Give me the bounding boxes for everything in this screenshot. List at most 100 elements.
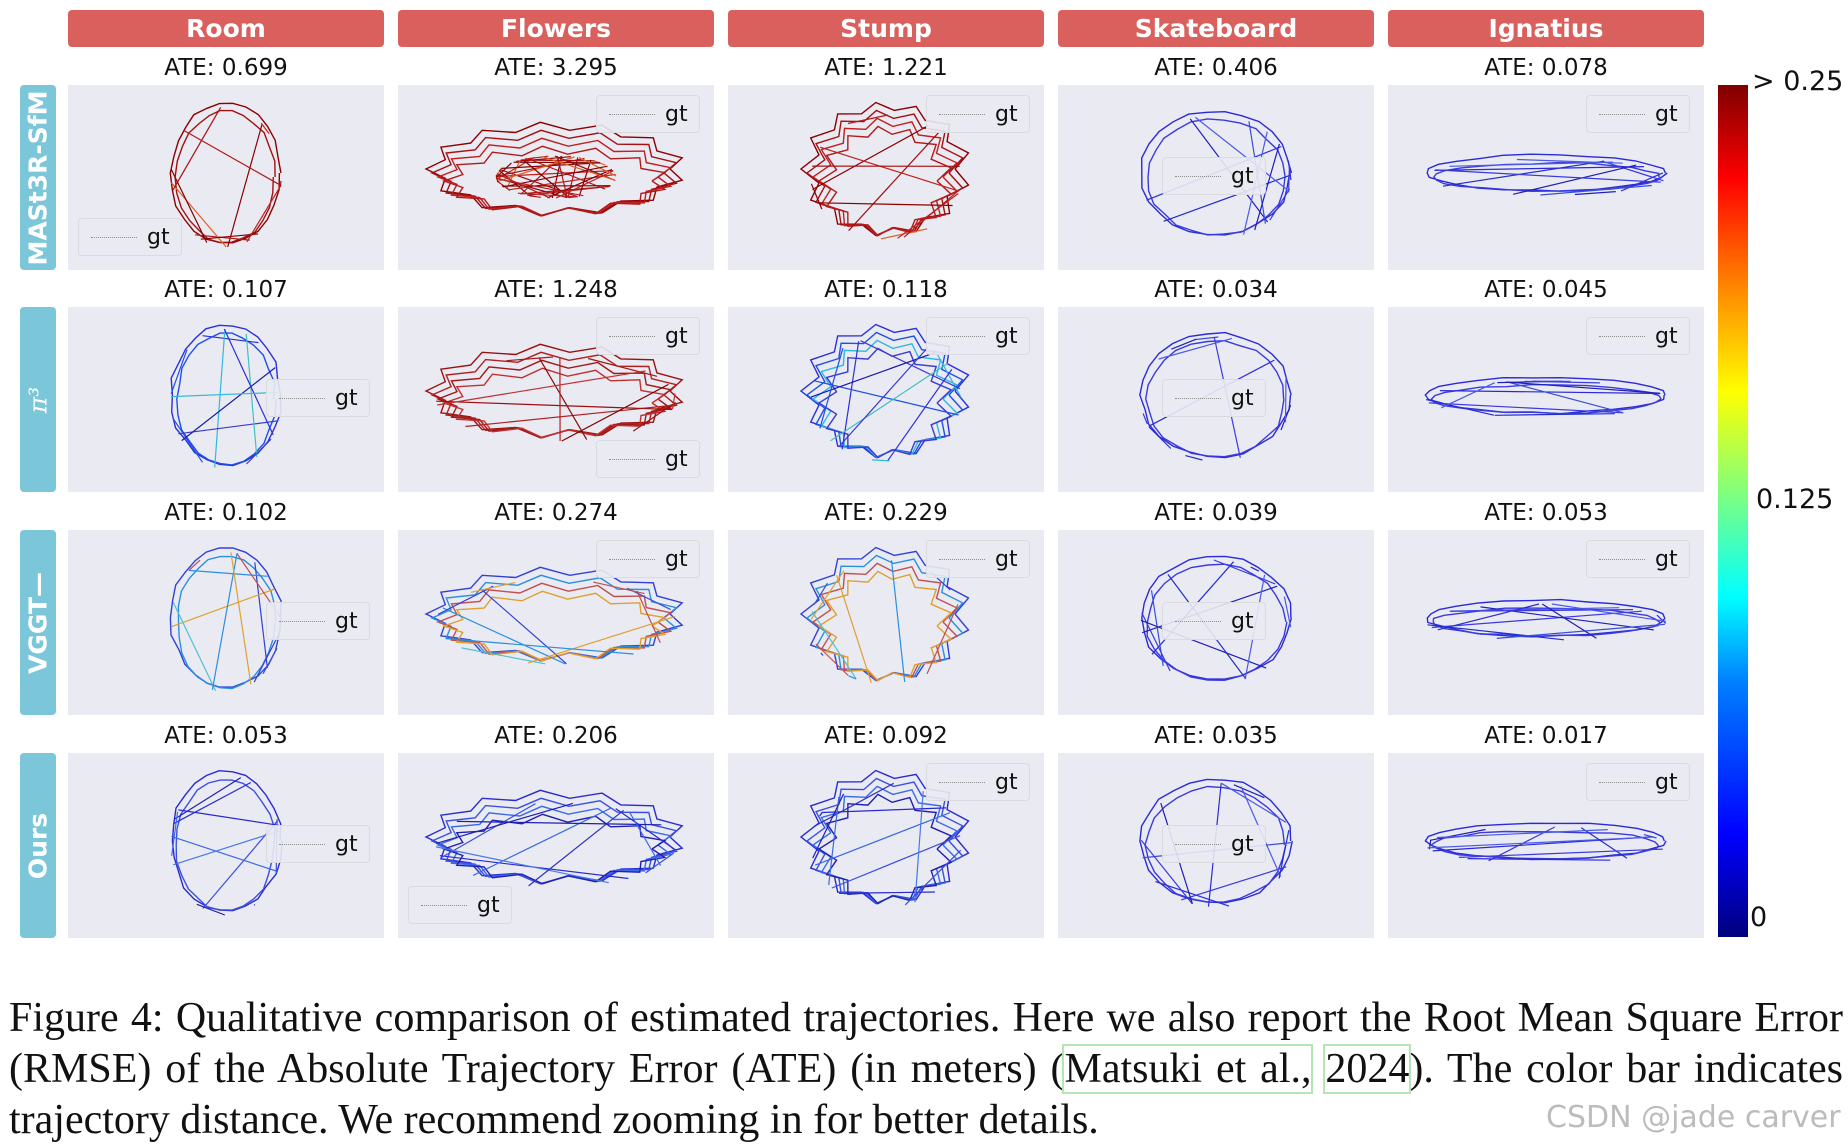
trajectory-plot-ignatius: gt bbox=[1388, 85, 1704, 270]
trajectory-segment bbox=[848, 675, 857, 680]
trajectory-plot-stump: gt bbox=[728, 85, 1044, 270]
row-label-pi3: π³ bbox=[20, 307, 56, 492]
trajectory-segment bbox=[254, 562, 268, 669]
legend-line-swatch bbox=[609, 559, 655, 560]
trajectory-segment bbox=[529, 195, 541, 198]
trajectory-segment bbox=[1428, 402, 1624, 414]
row-label-text: VGGT— bbox=[23, 571, 53, 674]
trajectory-segment bbox=[1507, 381, 1624, 414]
col-header-room: Room bbox=[68, 10, 384, 47]
trajectory-loop bbox=[817, 793, 953, 905]
ate-label-skateboard: ATE: 0.035 bbox=[1154, 723, 1278, 749]
trajectory-segment bbox=[1494, 413, 1615, 416]
ate-label-flowers: ATE: 1.248 bbox=[494, 277, 618, 303]
trajectory-segment bbox=[1574, 191, 1616, 196]
legend-text: gt bbox=[1231, 609, 1254, 634]
ate-label-stump: ATE: 0.118 bbox=[824, 277, 948, 303]
trajectory-segment bbox=[1283, 596, 1292, 628]
trajectory-segment bbox=[812, 125, 929, 191]
trajectory-segment bbox=[1269, 188, 1291, 221]
trajectory-segment bbox=[480, 588, 567, 665]
trajectory-segment bbox=[227, 123, 263, 248]
trajectory-svg bbox=[1424, 822, 1667, 862]
trajectory-segment bbox=[1436, 829, 1608, 839]
trajectory-segment bbox=[1213, 559, 1276, 585]
trajectory-segment bbox=[260, 122, 270, 135]
trajectory-plot-skateboard: gt bbox=[1058, 307, 1374, 492]
legend-gt: gt bbox=[1586, 95, 1690, 133]
trajectory-loop bbox=[799, 323, 970, 459]
legend-text: gt bbox=[335, 609, 358, 634]
legend-gt: gt bbox=[596, 440, 700, 478]
trajectory-segment bbox=[472, 807, 612, 876]
trajectory-segment bbox=[1142, 413, 1148, 425]
row-label-text: π³ bbox=[23, 386, 53, 413]
trajectory-segment bbox=[904, 849, 962, 906]
trajectory-svg bbox=[799, 101, 970, 240]
trajectory-segment bbox=[1496, 623, 1666, 639]
col-header-flowers: Flowers bbox=[398, 10, 714, 47]
trajectory-loop bbox=[1426, 598, 1666, 638]
trajectory-segment bbox=[1440, 382, 1495, 409]
trajectory-plot-ignatius: gt bbox=[1388, 530, 1704, 715]
ate-label-ignatius: ATE: 0.045 bbox=[1484, 277, 1608, 303]
trajectory-segment bbox=[435, 846, 609, 884]
trajectory-svg bbox=[799, 769, 970, 906]
trajectory-svg bbox=[171, 769, 283, 916]
trajectory-segment bbox=[173, 781, 252, 825]
legend-text: gt bbox=[1231, 832, 1254, 857]
trajectory-segment bbox=[587, 357, 658, 377]
trajectory-plot-skateboard: gt bbox=[1058, 85, 1374, 270]
trajectory-plot-ignatius: gt bbox=[1388, 753, 1704, 938]
legend-text: gt bbox=[995, 324, 1018, 349]
ate-label-room: ATE: 0.699 bbox=[164, 55, 288, 81]
legend-text: gt bbox=[477, 893, 500, 918]
ate-label-flowers: ATE: 0.206 bbox=[494, 723, 618, 749]
citation-author-link[interactable]: Matsuki et al., bbox=[1062, 1044, 1314, 1094]
trajectory-segment bbox=[246, 185, 282, 243]
citation-year-link[interactable]: 2024 bbox=[1323, 1044, 1412, 1094]
trajectory-segment bbox=[628, 811, 662, 866]
row-label-text: Ours bbox=[23, 812, 53, 879]
legend-line-swatch bbox=[1175, 621, 1221, 622]
trajectory-segment bbox=[1233, 784, 1265, 799]
trajectory-loop bbox=[811, 339, 959, 459]
legend-line-swatch bbox=[939, 114, 985, 115]
trajectory-segment bbox=[847, 114, 889, 125]
trajectory-segment bbox=[442, 607, 566, 665]
trajectory-segment bbox=[820, 146, 960, 192]
trajectory-segment bbox=[214, 328, 226, 468]
legend-text: gt bbox=[995, 547, 1018, 572]
trajectory-segment bbox=[461, 647, 546, 665]
trajectory-svg bbox=[1424, 376, 1666, 416]
trajectory-plot-flowers: gt bbox=[398, 530, 714, 715]
trajectory-segment bbox=[593, 581, 645, 595]
trajectory-segment bbox=[872, 459, 890, 462]
trajectory-segment bbox=[253, 904, 256, 906]
legend-text: gt bbox=[335, 832, 358, 857]
trajectory-segment bbox=[1435, 169, 1661, 183]
error-colorbar bbox=[1718, 85, 1748, 937]
legend-gt: gt bbox=[1162, 379, 1266, 417]
trajectory-segment bbox=[200, 233, 259, 240]
legend-text: gt bbox=[1655, 547, 1678, 572]
legend-text: gt bbox=[995, 102, 1018, 127]
trajectory-segment bbox=[926, 604, 959, 675]
trajectory-segment bbox=[828, 796, 840, 886]
legend-gt: gt bbox=[1162, 602, 1266, 640]
trajectory-segment bbox=[223, 328, 274, 436]
trajectory-segment bbox=[1148, 426, 1172, 449]
trajectory-segment bbox=[839, 891, 935, 894]
trajectory-loop bbox=[175, 779, 276, 911]
legend-line-swatch bbox=[1175, 398, 1221, 399]
trajectory-plot-stump: gt bbox=[728, 530, 1044, 715]
colorbar-mid-label: 0.125 bbox=[1756, 484, 1834, 515]
trajectory-segment bbox=[170, 588, 275, 628]
trajectory-svg bbox=[169, 102, 282, 248]
trajectory-segment bbox=[538, 357, 588, 440]
trajectory-segment bbox=[1425, 399, 1495, 416]
ate-label-room: ATE: 0.107 bbox=[164, 277, 288, 303]
trajectory-segment bbox=[171, 835, 278, 872]
trajectory-loop bbox=[436, 805, 673, 885]
trajectory-segment bbox=[578, 159, 592, 197]
